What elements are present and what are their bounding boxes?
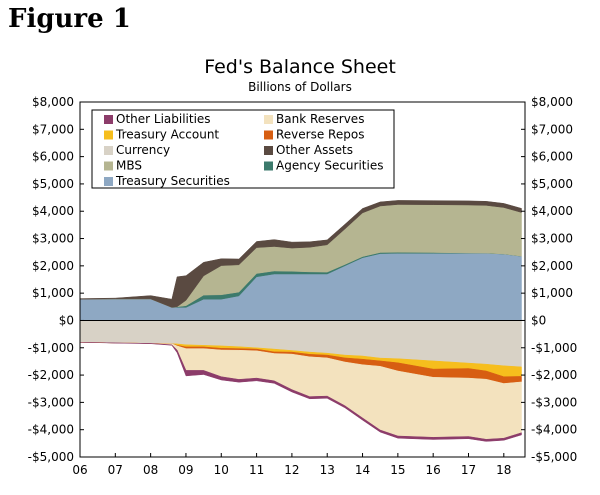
y-tick-label-right: -$5,000 — [531, 450, 577, 464]
figure-label: Figure 1 — [8, 4, 131, 34]
legend-swatch-treasury-account — [104, 130, 113, 140]
area-other-assets — [79, 200, 522, 308]
plot-frame — [79, 101, 526, 458]
legend-box — [91, 109, 395, 189]
y-tick-label-left: -$4,000 — [28, 423, 74, 437]
x-tick-label: 14 — [355, 463, 370, 477]
x-tick-label: 12 — [284, 463, 299, 477]
legend-label-agency-securities: Agency Securities — [276, 159, 383, 173]
legend-swatch-currency — [104, 146, 113, 155]
axes — [79, 101, 526, 458]
y-tick-label-right: $4,000 — [531, 204, 573, 218]
y-tick-label-right: $0 — [531, 313, 546, 327]
y-tick-label-left: $7,000 — [32, 122, 74, 136]
y-tick-label-left: $1,000 — [32, 286, 74, 300]
chart-subtitle: Billions of Dollars — [248, 80, 352, 94]
y-axis-left: -$5,000 -$4,000 -$3,000 -$2,000 -$1,000 $0 $1,… — [28, 95, 84, 464]
legend-label-other-assets: Other Assets — [276, 143, 353, 157]
y-tick-label-right: $6,000 — [531, 150, 573, 164]
y-tick-label-left: $6,000 — [32, 150, 74, 164]
x-tick-label: 09 — [178, 463, 193, 477]
legend-label-bank-reserves: Bank Reserves — [276, 112, 364, 126]
legend-label-treasury-securities: Treasury Securities — [115, 174, 230, 188]
y-tick-label-right: -$1,000 — [531, 341, 577, 355]
y-tick-label-left: $5,000 — [32, 177, 74, 191]
legend: Other Liabilities Bank Reserves Treasury A… — [91, 109, 395, 189]
y-tick-label-left: -$5,000 — [28, 450, 74, 464]
y-tick-label-right: -$4,000 — [531, 423, 577, 437]
legend-swatch-other-liabilities — [104, 115, 113, 124]
area-series-group — [79, 200, 522, 442]
legend-label-treasury-account: Treasury Account — [115, 128, 219, 142]
x-tick-label: 16 — [426, 463, 441, 477]
legend-swatch-mbs — [104, 161, 113, 171]
y-tick-label-left: -$1,000 — [28, 341, 74, 355]
legend-swatch-reverse-repos — [264, 130, 273, 140]
area-other-liabilities — [79, 342, 522, 442]
x-tick-label: 13 — [320, 463, 335, 477]
x-tick-label: 10 — [214, 463, 229, 477]
legend-swatch-bank-reserves — [264, 115, 273, 124]
legend-label-other-liabilities: Other Liabilities — [116, 112, 211, 126]
legend-label-mbs: MBS — [116, 159, 142, 173]
y-tick-label-right: $3,000 — [531, 232, 573, 246]
x-tick-label: 08 — [143, 463, 158, 477]
y-tick-label-right: $2,000 — [531, 259, 573, 273]
x-axis: 06 07 08 09 10 11 12 13 14 15 16 17 18 — [72, 453, 511, 477]
legend-swatch-agency-securities — [264, 161, 273, 171]
y-tick-label-left: $0 — [59, 313, 74, 327]
legend-swatch-other-assets — [264, 146, 273, 155]
y-tick-label-left: -$2,000 — [28, 368, 74, 382]
y-tick-label-left: $3,000 — [32, 232, 74, 246]
x-tick-label: 07 — [108, 463, 123, 477]
x-tick-label: 11 — [249, 463, 264, 477]
x-tick-label: 06 — [72, 463, 87, 477]
x-tick-label: 17 — [461, 463, 476, 477]
y-tick-label-right: $5,000 — [531, 177, 573, 191]
y-tick-label-left: $2,000 — [32, 259, 74, 273]
y-tick-label-right: -$3,000 — [531, 395, 577, 409]
y-tick-label-left: $4,000 — [32, 204, 74, 218]
chart-title: Fed's Balance Sheet — [204, 56, 396, 78]
y-tick-label-left: -$3,000 — [28, 395, 74, 409]
y-tick-label-right: $1,000 — [531, 286, 573, 300]
legend-label-reverse-repos: Reverse Repos — [276, 128, 364, 142]
y-axis-right: -$5,000 -$4,000 -$3,000 -$2,000 -$1,000 $0 $1,… — [521, 95, 577, 464]
x-tick-label: 18 — [496, 463, 511, 477]
y-tick-label-left: $8,000 — [32, 95, 74, 109]
x-tick-label: 15 — [390, 463, 405, 477]
y-tick-label-right: $8,000 — [531, 95, 573, 109]
y-tick-label-right: -$2,000 — [531, 368, 577, 382]
y-tick-label-right: $7,000 — [531, 122, 573, 136]
legend-label-currency: Currency — [116, 143, 170, 157]
legend-swatch-treasury-securities — [104, 177, 113, 186]
